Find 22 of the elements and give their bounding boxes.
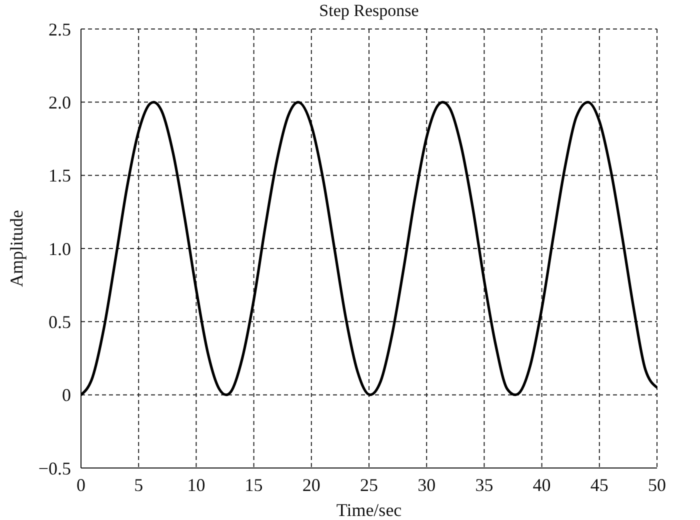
- x-tick-label: 20: [302, 474, 320, 495]
- x-tick-label: 15: [244, 474, 263, 495]
- y-tick-label: 1.0: [48, 238, 71, 259]
- x-tick-label: 30: [418, 474, 436, 495]
- y-tick-label: 0.5: [48, 312, 71, 332]
- x-tick-label: 35: [475, 474, 494, 495]
- x-tick-label: 0: [76, 474, 86, 495]
- x-tick-label: 5: [134, 474, 144, 495]
- x-axis-title: Time/sec: [336, 500, 402, 520]
- x-tick-label: 45: [590, 474, 608, 495]
- x-tick-label: 10: [187, 474, 206, 495]
- y-tick-label: −0.5: [38, 458, 71, 478]
- x-tick-label: 25: [360, 474, 378, 495]
- chart-title: Step Response: [318, 0, 420, 22]
- y-tick-label: 2.0: [48, 92, 71, 113]
- x-tick-label: 50: [648, 474, 666, 495]
- x-tick-label: 40: [532, 474, 551, 495]
- y-tick-label: 0: [62, 385, 71, 406]
- y-axis-title: Amplitude: [6, 210, 26, 287]
- y-tick-label: 1.5: [48, 166, 71, 186]
- y-tick-label: 2.5: [48, 19, 71, 40]
- line-series: [81, 100, 657, 396]
